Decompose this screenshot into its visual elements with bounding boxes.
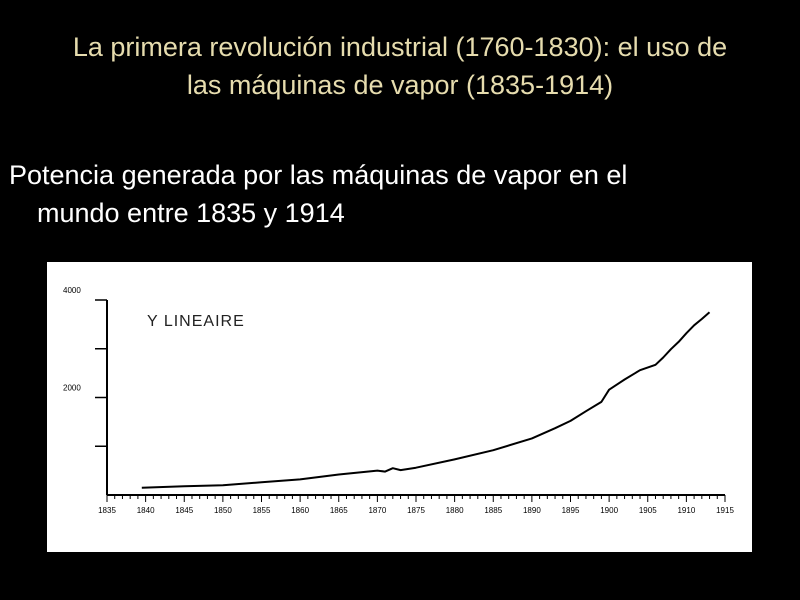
slide-title: La primera revolución industrial (1760-1… <box>10 28 790 104</box>
x-tick-label-1895: 1895 <box>562 506 580 515</box>
slide-title-line-1: La primera revolución industrial (1760-1… <box>72 32 728 62</box>
x-tick-label-1865: 1865 <box>330 506 348 515</box>
x-tick-label-1875: 1875 <box>407 506 425 515</box>
chart-annotation: Y LINEAIRE <box>147 313 245 330</box>
bullet-line-2: mundo entre 1835 y 1914 <box>37 198 345 228</box>
x-tick-label-1855: 1855 <box>253 506 271 515</box>
x-tick-label-1890: 1890 <box>523 506 541 515</box>
x-tick-label-1910: 1910 <box>677 506 695 515</box>
slide-title-line-2: las máquinas de vapor (1835-1914) <box>186 70 614 100</box>
y-tick-label-2000: 2000 <box>63 384 81 393</box>
x-tick-label-1850: 1850 <box>214 506 232 515</box>
chart-panel: Y LINEAIRE 4000 2000 1835 1840 1845 1850 1855 1… <box>47 262 752 552</box>
x-tick-label-1880: 1880 <box>446 506 464 515</box>
y-tick-label-4000: 4000 <box>63 286 81 295</box>
x-tick-label-1840: 1840 <box>137 506 155 515</box>
bullet-text: Potencia generada por las máquinas de va… <box>9 156 769 232</box>
x-tick-label-1900: 1900 <box>600 506 618 515</box>
bullet-line-1: Potencia generada por las máquinas de va… <box>9 160 628 190</box>
x-tick-label-1860: 1860 <box>291 506 309 515</box>
steam-power-line-chart: Y LINEAIRE 4000 2000 1835 1840 1845 1850 1855 1… <box>63 286 734 515</box>
series-line-0 <box>141 311 711 489</box>
x-tick-label-1870: 1870 <box>368 506 386 515</box>
x-tick-label-1885: 1885 <box>484 506 502 515</box>
x-tick-label-1905: 1905 <box>639 506 657 515</box>
x-tick-label-1845: 1845 <box>175 506 193 515</box>
x-tick-label-1915: 1915 <box>716 506 734 515</box>
x-tick-label-1835: 1835 <box>98 506 116 515</box>
